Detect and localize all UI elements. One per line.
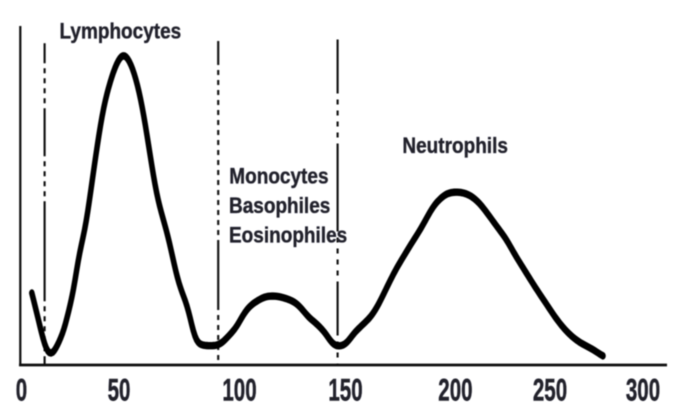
svg-text:Monocytes: Monocytes xyxy=(229,164,328,189)
svg-text:Basophiles: Basophiles xyxy=(229,194,330,219)
svg-text:150: 150 xyxy=(328,372,362,407)
svg-text:Neutrophils: Neutrophils xyxy=(402,134,508,159)
svg-text:Eosinophiles: Eosinophiles xyxy=(229,223,347,248)
svg-text:100: 100 xyxy=(222,372,256,407)
svg-text:Lymphocytes: Lymphocytes xyxy=(60,19,182,44)
svg-text:200: 200 xyxy=(438,372,472,407)
svg-text:250: 250 xyxy=(533,372,567,407)
svg-text:0: 0 xyxy=(16,372,27,407)
svg-text:300: 300 xyxy=(626,372,660,407)
svg-text:50: 50 xyxy=(108,372,131,407)
